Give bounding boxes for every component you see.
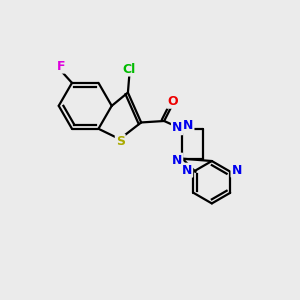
Text: N: N [232, 164, 242, 177]
Text: N: N [182, 164, 192, 177]
Text: F: F [56, 60, 65, 73]
Text: O: O [167, 95, 178, 108]
Text: S: S [116, 135, 125, 148]
Text: N: N [172, 154, 182, 166]
Text: Cl: Cl [123, 62, 136, 76]
Text: N: N [172, 121, 182, 134]
Text: N: N [183, 119, 194, 132]
